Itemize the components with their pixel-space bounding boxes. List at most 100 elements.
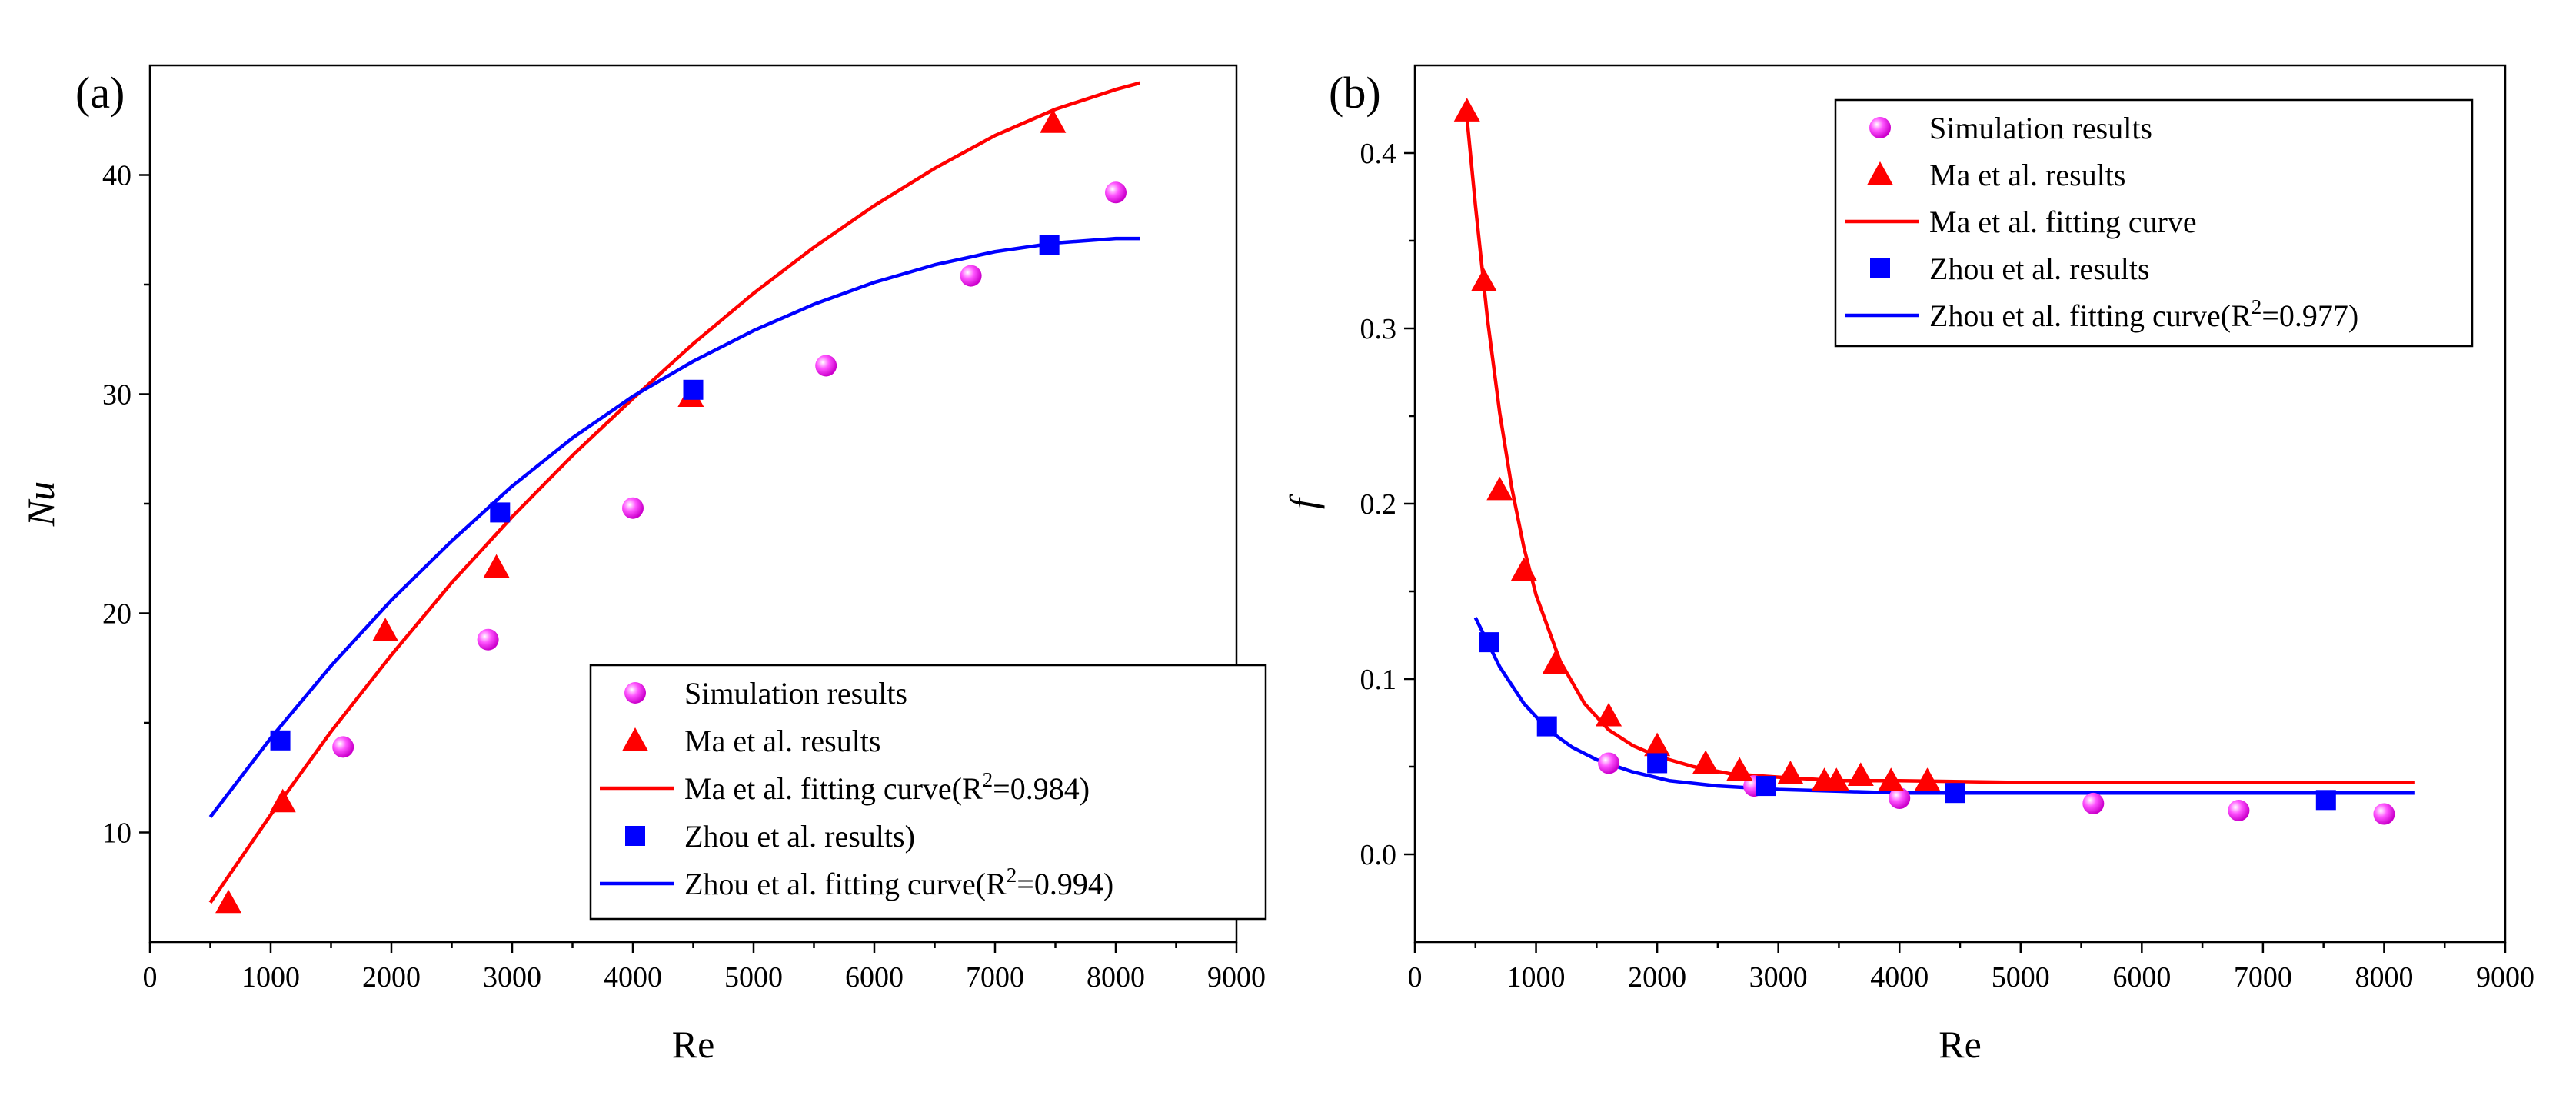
legend-label-text: Ma et al. results bbox=[684, 724, 881, 758]
data-point-zhou-et-al-results bbox=[490, 502, 511, 523]
series-line-zhou-et-al-fitting-curve-r bbox=[208, 236, 1140, 818]
data-point-simulation-results bbox=[1105, 181, 1127, 204]
data-point-ma-et-al-results bbox=[1692, 750, 1719, 774]
legend-box bbox=[1834, 98, 2474, 348]
y-tick-label: 0.3 bbox=[1360, 313, 1397, 345]
y-tick-label: 40 bbox=[102, 160, 131, 192]
panel-label: (b) bbox=[1329, 68, 1381, 118]
data-point-ma-et-al-results bbox=[483, 554, 510, 578]
x-tick-label: 0 bbox=[143, 961, 158, 994]
data-point-zhou-et-al-results bbox=[1039, 235, 1060, 255]
panel-label: (a) bbox=[75, 68, 125, 118]
data-point-simulation-results bbox=[477, 628, 499, 651]
data-point-ma-et-al-results bbox=[1878, 767, 1905, 791]
legend-label: Ma et al. results bbox=[684, 724, 881, 758]
legend-label-text: Ma et al. fitting curve bbox=[1929, 205, 2197, 239]
data-point-simulation-results bbox=[1889, 787, 1911, 810]
data-point-ma-et-al-results bbox=[1486, 476, 1513, 501]
legend-marker bbox=[625, 826, 645, 846]
legend-label: Zhou et al. fitting curve(R2=0.994) bbox=[684, 864, 1113, 901]
y-axis-label: f bbox=[1282, 494, 1325, 509]
legend-label-tail: =0.984) bbox=[993, 771, 1090, 806]
legend-entry: Ma et al. fitting curve bbox=[1845, 205, 2197, 239]
data-point-zhou-et-al-results bbox=[270, 730, 291, 751]
y-axis-label: Nu bbox=[19, 481, 62, 527]
data-point-simulation-results bbox=[2228, 800, 2250, 821]
data-point-ma-et-al-results bbox=[1847, 762, 1874, 786]
series-line-ma-et-al-fitting-curve bbox=[1465, 118, 2415, 784]
data-point-zhou-et-al-results bbox=[2315, 790, 2336, 811]
data-point-ma-et-al-results bbox=[215, 889, 242, 914]
legend-entry: Zhou et al. results) bbox=[625, 819, 915, 854]
x-axis-label: Re bbox=[1939, 1023, 1982, 1066]
x-tick-label: 3000 bbox=[1749, 961, 1808, 994]
data-point-ma-et-al-results bbox=[1777, 761, 1804, 784]
legend-label-text: Zhou et al. fitting curve(R bbox=[684, 867, 1007, 901]
data-point-simulation-results bbox=[2373, 803, 2395, 825]
legend-entry: Zhou et al. results bbox=[1870, 251, 2150, 286]
x-axis-label: Re bbox=[672, 1023, 715, 1066]
legend-label-text: Ma et al. results bbox=[1929, 158, 2126, 192]
data-point-ma-et-al-results bbox=[1542, 650, 1569, 674]
legend-label-text: Simulation results bbox=[1929, 111, 2152, 145]
legend-label-tail: =0.994) bbox=[1017, 867, 1113, 901]
legend-label: Zhou et al. results) bbox=[684, 819, 915, 854]
legend-label-text: Simulation results bbox=[684, 676, 907, 711]
data-point-ma-et-al-results bbox=[269, 788, 296, 813]
data-point-ma-et-al-results bbox=[1914, 767, 1941, 791]
legend-marker bbox=[1867, 161, 1893, 185]
x-tick-label: 9000 bbox=[2476, 961, 2534, 994]
x-tick-label: 5000 bbox=[724, 961, 783, 994]
x-tick-label: 8000 bbox=[2355, 961, 2413, 994]
data-point-zhou-et-al-results bbox=[1756, 776, 1776, 797]
legend-label-text: Zhou et al. results) bbox=[684, 819, 915, 854]
data-point-zhou-et-al-results bbox=[683, 379, 704, 400]
legend-entry: Ma et al. results bbox=[622, 724, 881, 758]
legend-label: Ma et al. results bbox=[1929, 158, 2126, 192]
x-tick-label: 4000 bbox=[604, 961, 662, 994]
data-point-simulation-results bbox=[815, 355, 837, 377]
x-tick-label: 5000 bbox=[1992, 961, 2050, 994]
x-tick-label: 6000 bbox=[845, 961, 904, 994]
plot-area bbox=[1453, 98, 2415, 825]
y-tick-label: 10 bbox=[102, 817, 131, 850]
y-tick-label: 0.4 bbox=[1360, 138, 1397, 170]
legend-label: Ma et al. fitting curve(R2=0.984) bbox=[684, 768, 1090, 806]
legend-label-text: Zhou et al. fitting curve(R bbox=[1929, 298, 2252, 333]
legend-label-text: Zhou et al. results bbox=[1929, 251, 2150, 286]
legend-label: Zhou et al. fitting curve(R2=0.977) bbox=[1929, 295, 2358, 333]
data-point-simulation-results bbox=[960, 265, 982, 287]
legend-label-tail: =0.977) bbox=[2261, 298, 2358, 333]
data-point-simulation-results bbox=[622, 497, 644, 519]
y-tick-label: 0.0 bbox=[1360, 839, 1397, 871]
y-tick-label: 0.1 bbox=[1360, 664, 1397, 696]
x-tick-label: 4000 bbox=[1870, 961, 1929, 994]
x-tick-label: 7000 bbox=[2234, 961, 2292, 994]
x-tick-label: 1000 bbox=[1507, 961, 1566, 994]
data-point-ma-et-al-results bbox=[372, 618, 399, 641]
data-point-zhou-et-al-results bbox=[1479, 632, 1499, 653]
x-tick-label: 1000 bbox=[241, 961, 300, 994]
legend-label: Ma et al. fitting curve bbox=[1929, 205, 2197, 239]
legend-entry: Zhou et al. fitting curve(R2=0.977) bbox=[1845, 295, 2358, 333]
legend-label-sup: 2 bbox=[983, 768, 993, 791]
data-point-simulation-results bbox=[1598, 752, 1620, 774]
legend-entry: Zhou et al. fitting curve(R2=0.994) bbox=[600, 864, 1113, 901]
x-tick-label: 7000 bbox=[966, 961, 1024, 994]
data-point-zhou-et-al-results bbox=[1536, 716, 1557, 737]
legend: Simulation results Ma et al. results Ma et… bbox=[589, 664, 1267, 921]
legend-marker bbox=[1870, 258, 1890, 278]
legend-marker bbox=[622, 727, 648, 751]
x-tick-label: 8000 bbox=[1087, 961, 1145, 994]
data-point-zhou-et-al-results bbox=[1647, 753, 1668, 774]
legend-label-text: Ma et al. fitting curve(R bbox=[684, 771, 983, 806]
y-tick-label: 30 bbox=[102, 379, 131, 411]
legend-entry: Ma et al. fitting curve(R2=0.984) bbox=[600, 768, 1090, 806]
legend-label-sup: 2 bbox=[1007, 864, 1017, 887]
x-tick-label: 9000 bbox=[1207, 961, 1266, 994]
legend-entry: Simulation results bbox=[1869, 111, 2152, 145]
x-tick-label: 6000 bbox=[2112, 961, 2171, 994]
legend-label: Simulation results bbox=[1929, 111, 2152, 145]
legend-label-sup: 2 bbox=[2252, 295, 2262, 318]
